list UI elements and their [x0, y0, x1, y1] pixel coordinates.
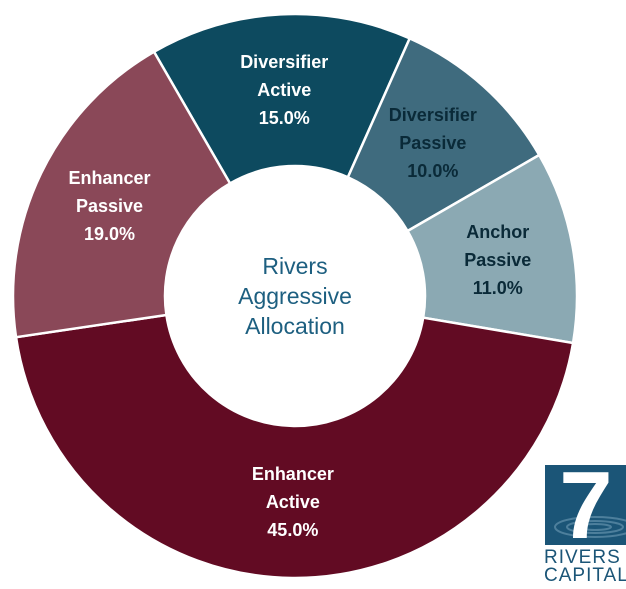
value-label: 19.0%: [84, 224, 136, 245]
slice-label: Anchor Passive 11.0%: [448, 218, 548, 302]
slice-label: Enhancer Active 45.0%: [233, 460, 353, 544]
logo: 7: [545, 465, 626, 545]
logo-swirl: [554, 516, 626, 538]
category-label: Enhancer Active: [251, 463, 334, 512]
donut-slice: [14, 313, 575, 580]
chart-title: Rivers Aggressive Allocation: [238, 253, 352, 339]
slice-label: Enhancer Passive 19.0%: [50, 164, 170, 248]
value-label: 11.0%: [472, 277, 523, 298]
value-label: 15.0%: [258, 108, 310, 129]
category-label: Anchor Passive: [464, 221, 532, 270]
category-label: Diversifier Passive: [388, 104, 477, 153]
logo-line1: RIVERS: [544, 547, 621, 568]
logo-line2: CAPITAL: [544, 565, 626, 586]
logo-number: 7: [559, 465, 613, 545]
slice-label: Diversifier Passive 10.0%: [383, 101, 483, 185]
value-label: 10.0%: [407, 160, 459, 181]
category-label: Diversifier Active: [240, 52, 329, 101]
value-label: 45.0%: [267, 519, 319, 540]
donut-slice: [152, 12, 412, 186]
category-label: Enhancer Passive: [68, 168, 151, 217]
donut-slice: [11, 50, 232, 339]
slice-label: Diversifier Active 15.0%: [224, 48, 344, 132]
